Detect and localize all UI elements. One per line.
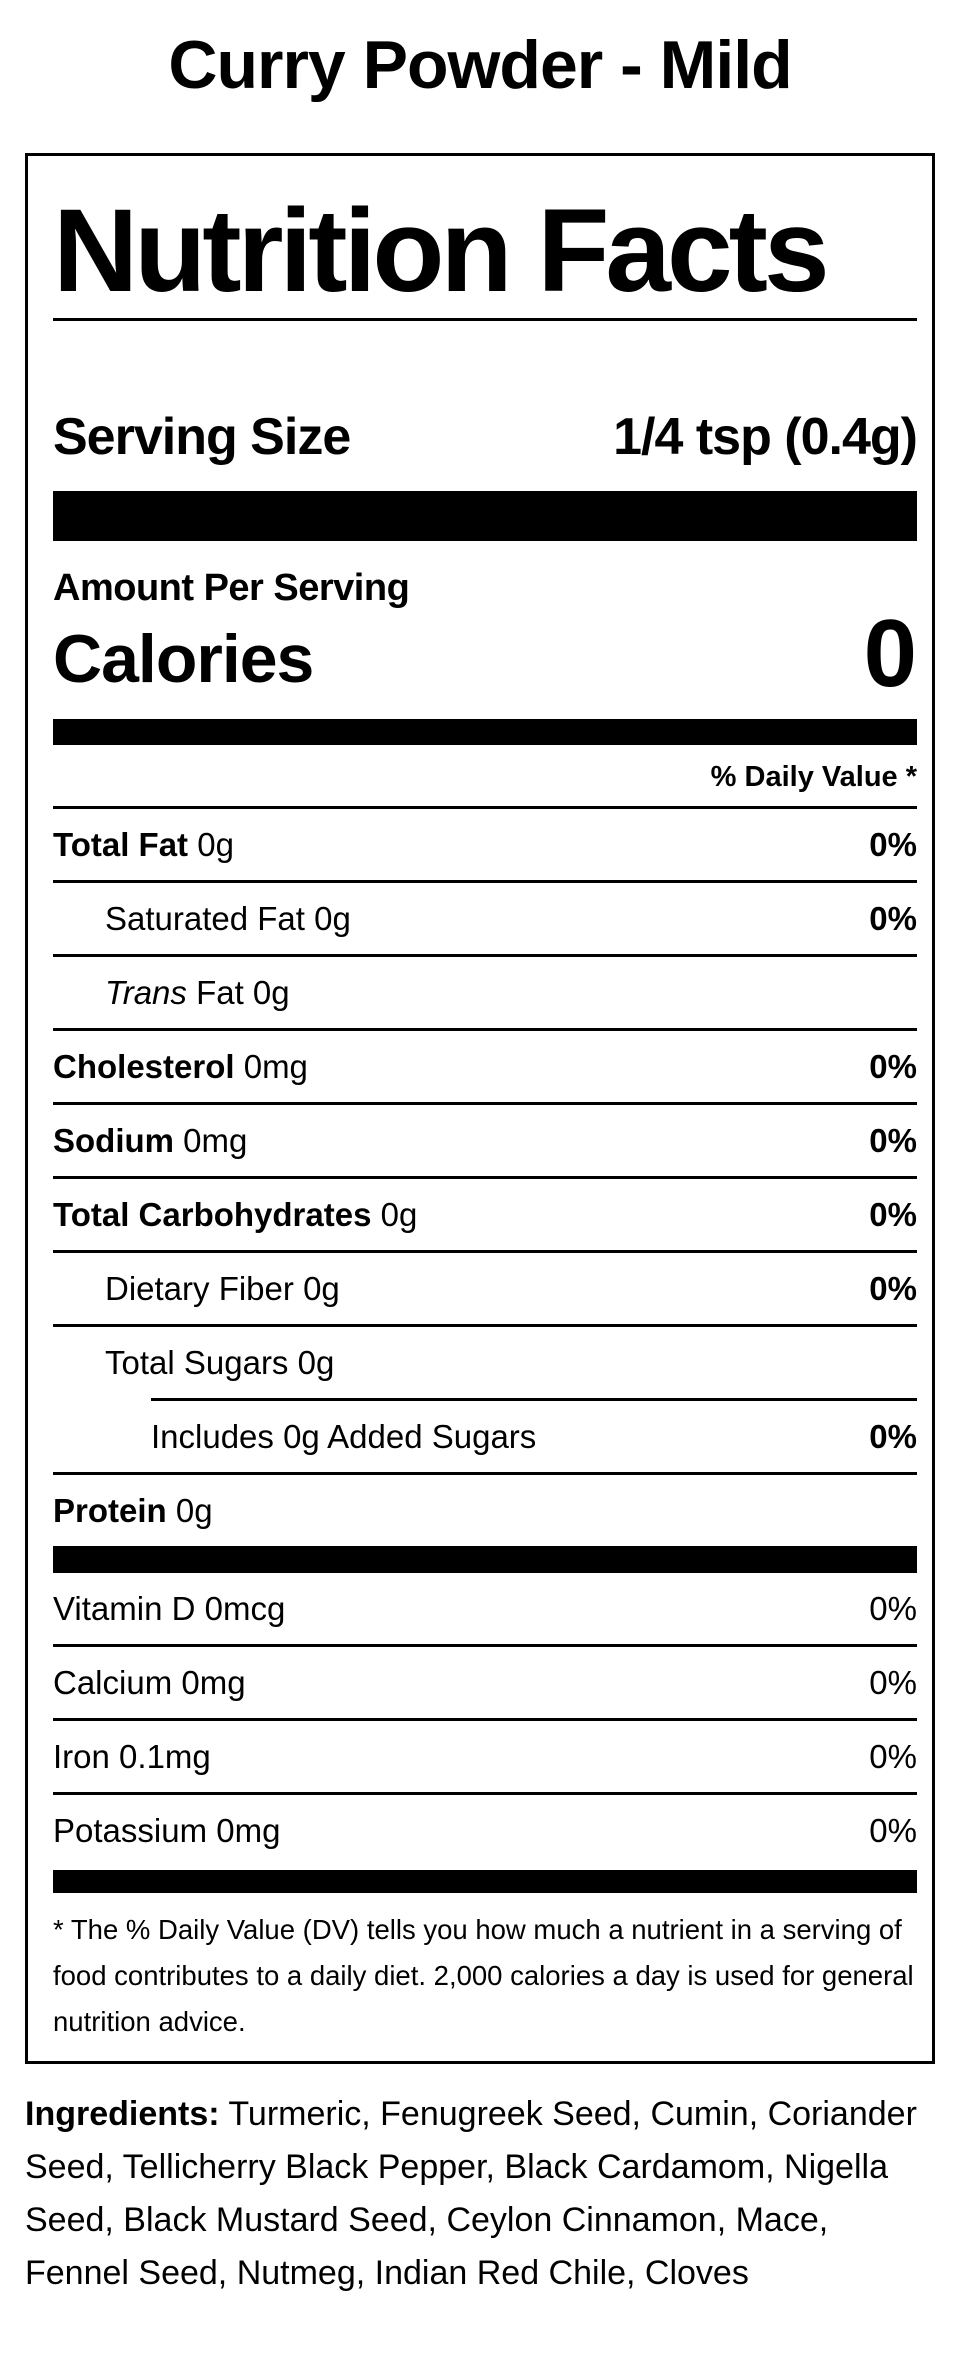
row-cholesterol: Cholesterol 0mg 0% <box>53 1031 917 1106</box>
daily-value: 0% <box>869 1589 917 1627</box>
nutrient-amount: 0mg <box>183 1121 248 1159</box>
daily-value: 0% <box>869 1737 917 1775</box>
daily-value: 0% <box>869 1195 917 1233</box>
nutrient-amount: 0g <box>380 1195 418 1233</box>
nutrient-name: Total Fat <box>53 825 189 863</box>
nutrient-name: Trans <box>105 973 187 1011</box>
nutrient-name: Sodium <box>53 1121 174 1159</box>
ingredients: Ingredients: Turmeric, Fenugreek Seed, C… <box>25 2088 935 2300</box>
daily-value: 0% <box>869 1663 917 1701</box>
nutrient-amount: 0mg <box>216 1811 281 1849</box>
nutrient-name: Iron <box>53 1737 110 1775</box>
medium-divider-bar <box>53 719 917 746</box>
nutrient-name: Calcium <box>53 1663 173 1701</box>
row-added-sugars: Includes 0g Added Sugars 0% <box>53 1401 917 1476</box>
nutrient-amount: 0mg <box>181 1663 246 1701</box>
nutrient-amount: 0g <box>314 899 351 937</box>
ingredients-label: Ingredients: <box>25 2095 220 2134</box>
calories-row: Calories 0 <box>53 600 917 708</box>
thick-divider-bar <box>53 491 917 542</box>
ingredients-text: Turmeric, Fenugreek Seed, Cumin, Coriand… <box>25 2095 917 2293</box>
calories-label: Calories <box>53 621 314 698</box>
nutrient-name: Includes 0g Added Sugars <box>151 1417 537 1455</box>
protein-divider-bar <box>53 1546 917 1574</box>
daily-value: 0% <box>869 1269 917 1307</box>
label-heading: Nutrition Facts <box>53 185 830 318</box>
serving-size-row: Serving Size 1/4 tsp (0.4g) <box>53 407 918 467</box>
nutrient-amount: 0mg <box>243 1047 308 1085</box>
daily-value-footnote: * The % Daily Value (DV) tells you how m… <box>53 1914 914 2038</box>
nutrient-amount: Fat 0g <box>196 973 290 1011</box>
product-title: Curry Powder - Mild <box>168 27 792 103</box>
daily-value: 0% <box>869 1121 917 1159</box>
calories-value: 0 <box>863 600 917 708</box>
row-vitamin-d: Vitamin D 0mcg 0% <box>53 1573 917 1648</box>
serving-size-value: 1/4 tsp (0.4g) <box>613 408 918 467</box>
daily-value: 0% <box>869 825 917 863</box>
nutrient-name: Cholesterol <box>53 1047 235 1085</box>
nutrient-name: Total Sugars <box>105 1343 289 1381</box>
daily-value: 0% <box>869 1047 917 1085</box>
nutrient-name: Potassium <box>53 1811 208 1849</box>
bottom-divider-bar <box>53 1870 917 1894</box>
nutrient-amount: 0g <box>297 1343 335 1381</box>
row-total-sugars: Total Sugars 0g <box>53 1327 917 1398</box>
amount-per-serving-label: Amount Per Serving <box>53 567 410 610</box>
row-sodium: Sodium 0mg 0% <box>53 1105 917 1180</box>
row-potassium: Potassium 0mg 0% <box>53 1795 917 1866</box>
daily-value: 0% <box>869 899 917 937</box>
daily-value: 0% <box>869 1417 917 1455</box>
nutrient-amount: 0mcg <box>204 1589 286 1627</box>
daily-value: 0% <box>869 1811 917 1849</box>
nutrient-name: Dietary Fiber <box>105 1269 294 1307</box>
nutrient-name: Protein <box>53 1491 167 1529</box>
nutrient-amount: 0.1mg <box>119 1737 211 1775</box>
row-dietary-fiber: Dietary Fiber 0g 0% <box>53 1253 917 1328</box>
daily-value-header: % Daily Value * <box>53 745 917 810</box>
nutrient-name: Vitamin D <box>53 1589 196 1627</box>
nutrient-amount: 0g <box>303 1269 340 1307</box>
row-total-carbohydrates: Total Carbohydrates 0g 0% <box>53 1179 917 1254</box>
nutrient-amount: 0g <box>197 825 234 863</box>
row-trans-fat: Trans Fat 0g <box>53 957 917 1032</box>
heading-rule <box>53 318 917 322</box>
serving-size-label: Serving Size <box>53 408 351 467</box>
nutrient-amount: 0g <box>175 1491 213 1529</box>
row-protein: Protein 0g <box>53 1475 917 1546</box>
row-total-fat: Total Fat 0g 0% <box>53 809 917 884</box>
indented-separator <box>151 1398 917 1402</box>
nutrition-facts-label: Nutrition Facts Serving Size 1/4 tsp (0.… <box>25 153 935 2065</box>
nutrient-name: Saturated Fat <box>105 899 305 937</box>
row-calcium: Calcium 0mg 0% <box>53 1647 917 1722</box>
row-iron: Iron 0.1mg 0% <box>53 1721 917 1796</box>
nutrient-name: Total Carbohydrates <box>53 1195 372 1233</box>
row-saturated-fat: Saturated Fat 0g 0% <box>53 883 917 958</box>
